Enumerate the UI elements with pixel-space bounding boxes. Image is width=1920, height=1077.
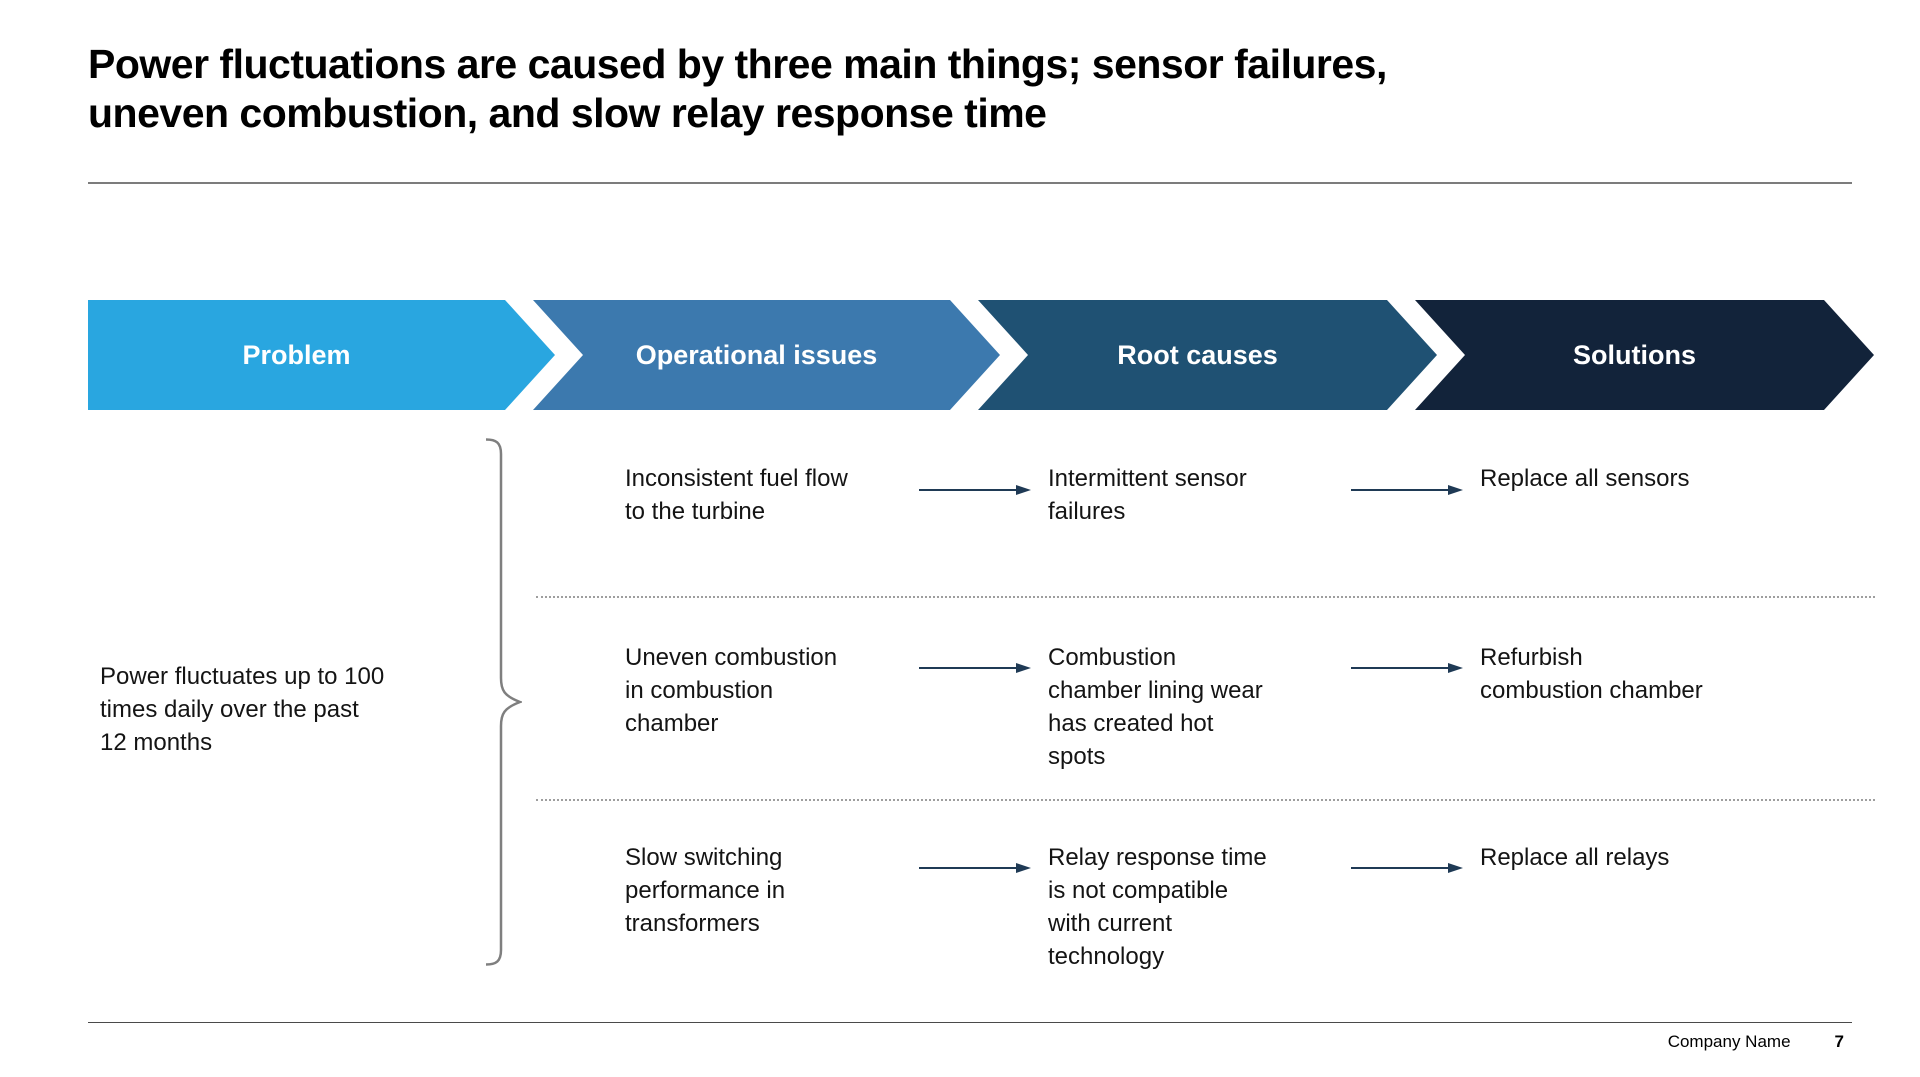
- solution-text-row-3: Replace all relays: [1480, 844, 1670, 871]
- row-divider: [536, 799, 1875, 801]
- chevron-problem-label: Problem: [242, 339, 351, 370]
- chevron-operational-issues-label: Operational issues: [635, 339, 878, 370]
- title-divider: [88, 182, 1852, 184]
- footer: Company Name 7: [1668, 1032, 1844, 1052]
- problem-statement: Power fluctuates up to 100 times daily o…: [100, 663, 385, 756]
- flow-arrow-icon: [1351, 863, 1463, 873]
- flow-arrow-icon: [1351, 485, 1463, 495]
- chevron-solutions-label: Solutions: [1573, 339, 1696, 370]
- chevron-solutions: Solutions: [1415, 300, 1874, 410]
- footer-divider: [88, 1022, 1852, 1023]
- flow-arrow-icon: [1351, 663, 1463, 673]
- row-divider: [536, 596, 1875, 598]
- chevron-root-causes-label: Root causes: [1117, 339, 1278, 370]
- flow-arrow-icon: [919, 485, 1031, 495]
- chevron-problem: Problem: [88, 300, 555, 410]
- solution-text-row-2: Refurbish combustion chamber: [1480, 644, 1703, 704]
- slide-title: Power fluctuations are caused by three m…: [88, 41, 1387, 136]
- root-cause-text-row-2: Combustion chamber lining wear has creat…: [1048, 644, 1263, 770]
- root-cause-text-row-1: Intermittent sensor failures: [1048, 465, 1247, 525]
- company-name: Company Name: [1667, 1032, 1791, 1051]
- issue-text-row-2: Uneven combustion in combustion chamber: [625, 644, 838, 737]
- page-number: 7: [1834, 1032, 1844, 1051]
- issue-text-row-1: Inconsistent fuel flow to the turbine: [625, 465, 848, 525]
- issue-text-row-3: Slow switching performance in transforme…: [625, 844, 786, 937]
- flow-arrow-icon: [919, 863, 1031, 873]
- flow-arrow-icon: [919, 663, 1031, 673]
- chevron-root-causes: Root causes: [978, 300, 1437, 410]
- root-cause-text-row-3: Relay response time is not compatible wi…: [1048, 844, 1267, 970]
- curly-brace: [485, 438, 522, 966]
- solution-text-row-1: Replace all sensors: [1480, 465, 1690, 492]
- chevron-operational-issues: Operational issues: [533, 300, 1000, 410]
